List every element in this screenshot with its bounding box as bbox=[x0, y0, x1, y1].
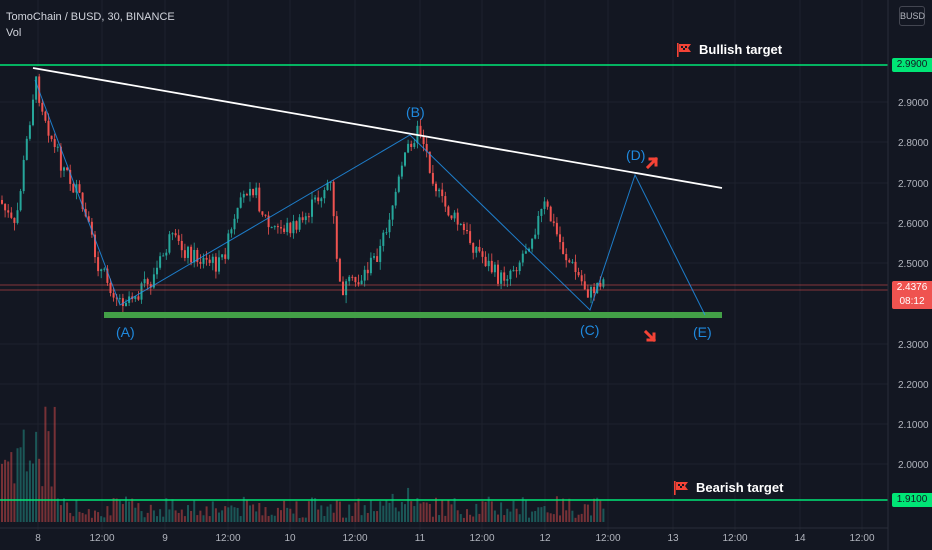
time-tick-label: 12:00 bbox=[215, 533, 240, 544]
bearish-target-label: Bearish target bbox=[696, 480, 784, 495]
time-tick-label: 8 bbox=[35, 533, 41, 544]
bullish-target-label: Bullish target bbox=[699, 42, 783, 57]
price-tick-label: 2.9000 bbox=[898, 98, 929, 109]
time-tick-label: 14 bbox=[794, 533, 806, 544]
current-price-value: 2.4376 bbox=[896, 282, 928, 293]
chart-grid bbox=[0, 0, 888, 530]
bearish-target-annotation[interactable]: Bearish target bbox=[673, 480, 783, 495]
time-tick-label: 12:00 bbox=[342, 533, 367, 544]
bullish-level-tag: 2.9900 bbox=[892, 58, 932, 72]
currency-badge[interactable]: BUSD bbox=[899, 6, 925, 26]
current-price-tag: 2.4376 08:12 bbox=[892, 281, 932, 309]
time-tick-label: 12:00 bbox=[595, 533, 620, 544]
price-candles bbox=[1, 73, 605, 314]
price-tick-label: 2.8000 bbox=[898, 138, 929, 149]
price-tick-label: 2.3000 bbox=[898, 340, 929, 351]
wave-label-d: (D) bbox=[626, 147, 646, 163]
time-tick-label: 12:00 bbox=[849, 533, 874, 544]
up-right-arrow-icon bbox=[645, 156, 659, 170]
checkered-flag-icon bbox=[674, 480, 688, 495]
price-tick-label: 2.5000 bbox=[898, 259, 929, 270]
checkered-flag-icon bbox=[677, 42, 691, 57]
price-tick-label: 2.1000 bbox=[898, 420, 929, 431]
time-tick-label: 9 bbox=[162, 533, 168, 544]
bar-countdown: 08:12 bbox=[899, 296, 925, 307]
volume-indicator-label[interactable]: Vol bbox=[6, 27, 22, 39]
descending-trendline[interactable] bbox=[32, 67, 723, 189]
symbol-title[interactable]: TomoChain / BUSD, 30, BINANCE bbox=[6, 11, 175, 23]
elliott-wave-path[interactable] bbox=[34, 79, 706, 316]
price-tick-label: 2.0000 bbox=[898, 460, 929, 471]
chart-header: TomoChain / BUSD, 30, BINANCE Vol bbox=[6, 9, 175, 41]
time-tick-label: 10 bbox=[284, 533, 296, 544]
time-tick-label: 12:00 bbox=[469, 533, 494, 544]
down-right-arrow-icon bbox=[643, 329, 657, 343]
time-tick-label: 12:00 bbox=[722, 533, 747, 544]
time-tick-label: 13 bbox=[667, 533, 679, 544]
wave-label-c: (C) bbox=[580, 322, 600, 338]
wave-label-b: (B) bbox=[406, 104, 425, 120]
price-tick-label: 2.6000 bbox=[898, 219, 929, 230]
time-tick-label: 12:00 bbox=[89, 533, 114, 544]
price-tick-label: 2.2000 bbox=[898, 380, 929, 391]
wave-label-e: (E) bbox=[693, 324, 712, 340]
wave-label-a: (A) bbox=[116, 324, 135, 340]
volume-bars bbox=[1, 406, 605, 522]
time-tick-label: 11 bbox=[415, 533, 426, 544]
bullish-target-annotation[interactable]: Bullish target bbox=[676, 42, 782, 57]
price-tick-label: 2.7000 bbox=[898, 179, 929, 190]
bearish-level-tag: 1.9100 bbox=[892, 493, 932, 507]
support-band[interactable] bbox=[104, 312, 722, 318]
time-tick-label: 12 bbox=[539, 533, 551, 544]
